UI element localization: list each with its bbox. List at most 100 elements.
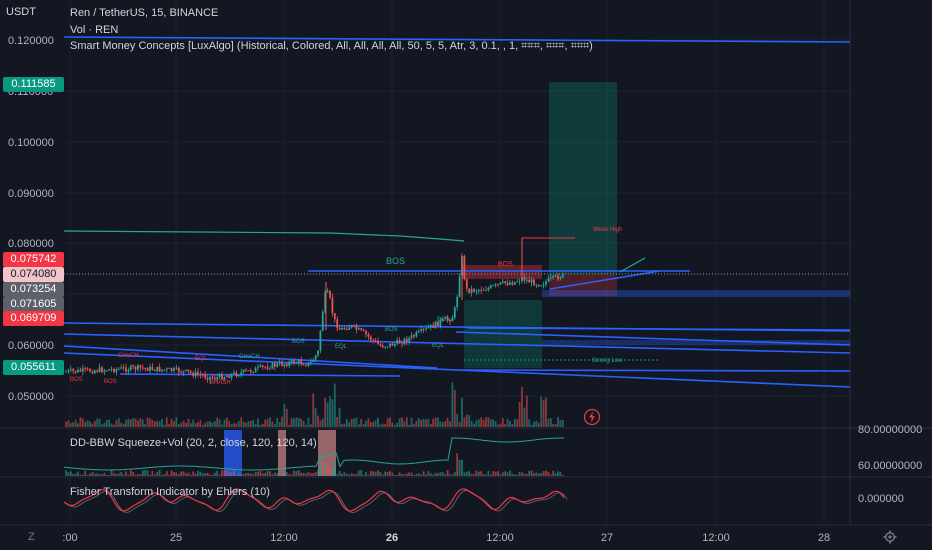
volume-bar [86,420,89,427]
bbw-volume-bar [257,471,259,476]
volume-legend[interactable]: Vol · REN [70,24,119,36]
candle-body [72,369,75,371]
bbw-legend[interactable]: DD-BBW Squeeze+Vol (20, 2, close, 120, 1… [70,437,317,449]
volume-bar [405,417,408,427]
candle-body [477,289,480,292]
candle-body [497,284,499,285]
candle-body [125,367,127,372]
candle-body [300,360,303,365]
candle-body [77,369,79,373]
volume-bar [249,420,252,427]
volume-bar [552,424,555,427]
candle-body [350,325,353,328]
bbw-volume-bar [249,473,252,476]
volume-bar [120,422,123,427]
volume-bar [283,403,286,427]
volume-bar [422,418,425,427]
choch-label: CHoCH [118,353,139,359]
bbw-volume-bar [547,472,550,476]
bbw-volume-bar [398,472,401,476]
candle-body [209,376,211,380]
bbw-volume-bar [144,470,147,476]
bbw-volume-bar [79,474,82,476]
bbw-volume-bar [180,471,183,476]
bbw-volume-bar [86,474,89,476]
fisher-axis-tick: 0.000000 [858,493,904,505]
volume-bar [264,419,267,427]
candle-body [542,284,545,286]
candle-body [221,374,223,380]
volume-bar [389,417,391,427]
candle-body [74,370,77,373]
candle-body [89,368,91,372]
squeeze-bar [278,430,286,476]
volume-bar [230,424,233,427]
timezone-icon[interactable]: Z [28,531,35,543]
candle-body [321,311,324,331]
time-tick: 12:00 [486,532,514,544]
bbw-volume-bar [283,473,286,476]
candle-body [509,282,511,285]
candle-body [192,372,195,377]
candle-body [170,368,173,372]
volume-bar [369,422,372,427]
candle-body [91,371,94,374]
volume-bar [141,419,144,427]
volume-bar [557,417,559,427]
candle-body [98,367,101,372]
bbw-volume-bar [297,470,300,476]
trend-line [63,345,438,369]
volume-bar [101,424,103,427]
candle-body [259,365,262,367]
bbw-volume-bar [336,474,339,476]
order-block-zone [542,340,850,345]
candle-body [86,368,89,370]
symbol-legend[interactable]: Ren / TetherUS, 15, BINANCE [70,7,219,19]
bbw-volume-bar [175,472,178,476]
candle-body [468,288,471,293]
bbw-volume-bar [369,470,372,476]
candle-body [530,279,533,283]
volume-bar [302,420,305,427]
candle-body [345,329,348,330]
bbw-volume-bar [429,473,432,476]
trend-line [467,327,851,331]
candle-body [288,361,291,367]
candle-body [417,330,420,333]
bbw-volume-bar [108,474,111,476]
gear-icon[interactable] [883,530,897,544]
bbw-volume-bar [533,473,535,476]
candle-body [233,372,235,375]
candle-body [348,327,351,330]
alert-bolt-icon[interactable] [583,408,601,426]
bbw-volume-bar [252,474,255,476]
candle-body [144,367,147,369]
bbw-volume-bar [557,471,559,476]
candle-body [341,328,343,330]
bbw-volume-bar [127,474,130,476]
volume-bar [475,420,478,427]
bbw-volume-bar [473,474,475,476]
volume-bar [269,417,271,427]
candle-body [513,281,516,285]
candle-body [228,375,231,378]
candle-body [537,284,540,287]
volume-bar [425,419,427,427]
projection-line [619,257,646,273]
candle-body [386,346,389,348]
bbw-volume-bar [161,474,163,476]
volume-bar [98,418,101,427]
volume-bar [345,418,348,427]
smc-legend[interactable]: Smart Money Concepts [LuxAlgo] (Historic… [70,40,593,52]
volume-bar [516,419,519,427]
bbw-volume-bar [393,474,396,476]
bbw-volume-bar [530,470,533,476]
fisher-legend[interactable]: Fisher Transform Indicator by Ehlers (10… [70,486,270,498]
bbw-volume-bar [355,473,358,476]
fisher-line [63,488,565,512]
bbw-volume-bar [113,473,115,476]
candle-body [410,335,413,338]
time-tick: 12:00 [270,532,298,544]
